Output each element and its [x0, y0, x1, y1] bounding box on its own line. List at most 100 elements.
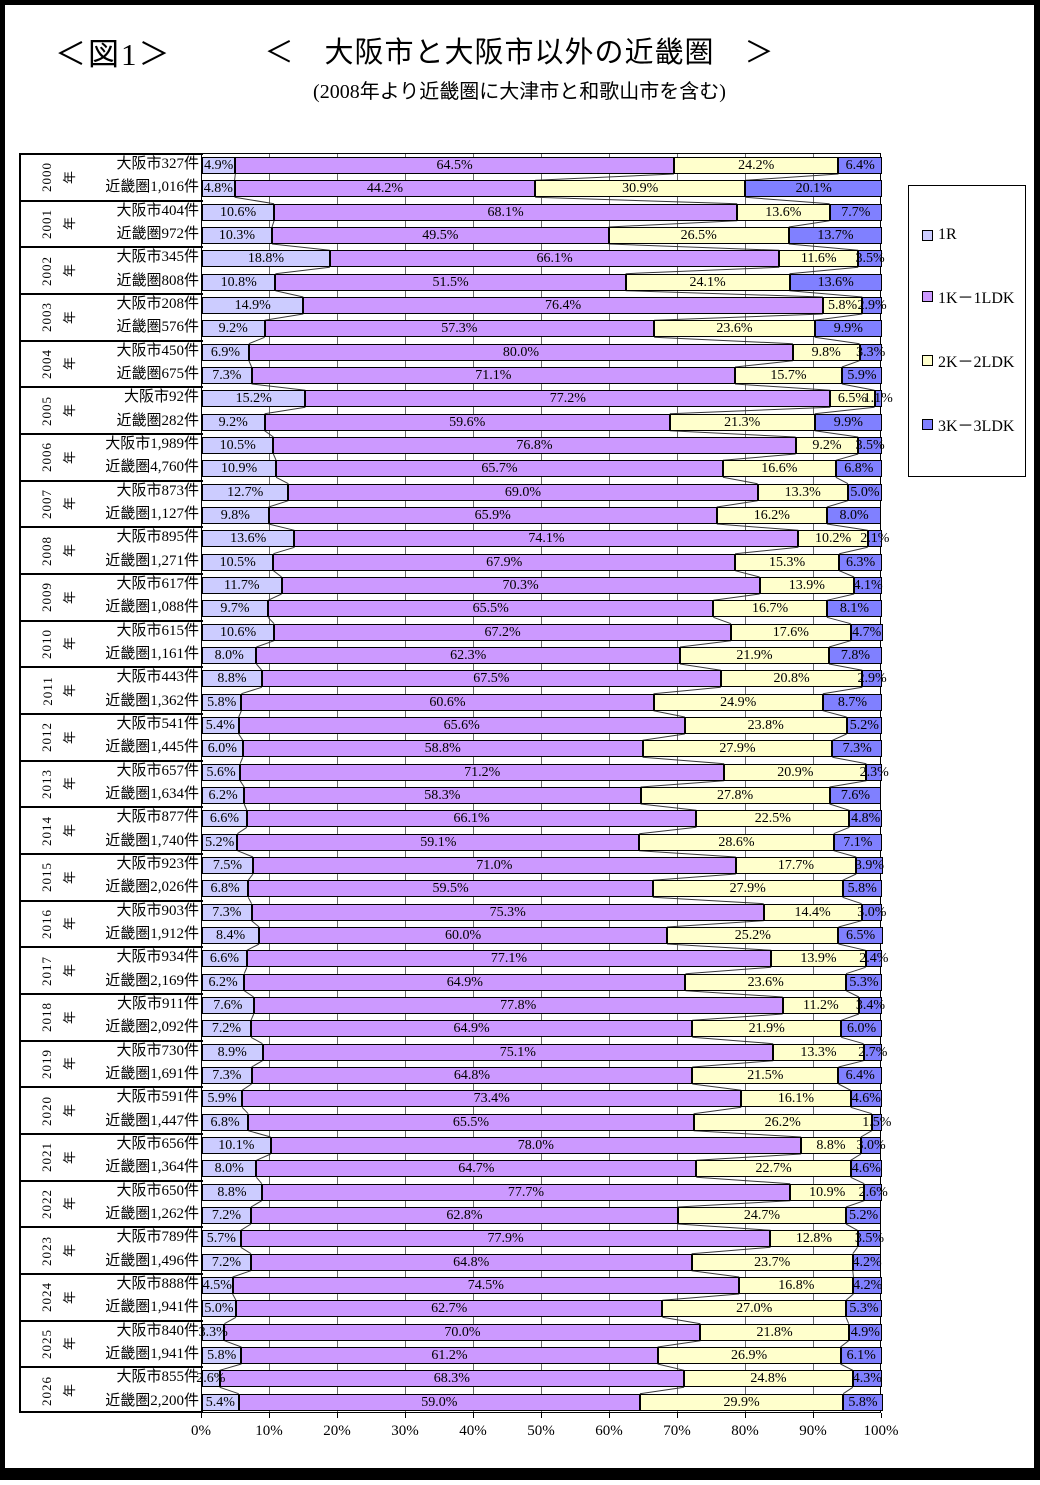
bar-segment-2K－2LDK	[535, 180, 746, 198]
bar-segment-2K－2LDK	[741, 1090, 851, 1108]
bar-segment-3K－3LDK	[871, 1113, 882, 1131]
row-label: 近畿圏1,016件	[105, 179, 199, 196]
year-cell: 2012 年	[21, 715, 87, 760]
year-unit-label: 年	[62, 730, 78, 744]
bar-segment-1K－1LDK	[232, 1277, 740, 1294]
bar-segment-value: 11.7%	[223, 578, 260, 593]
bar-segment-value: 9.7%	[220, 601, 250, 617]
bar-segment-value: 13.6%	[230, 531, 267, 547]
bar-segment-2K－2LDK	[692, 1020, 842, 1038]
gridline	[745, 154, 746, 1412]
year-unit-label: 年	[62, 824, 78, 838]
bar-segment-1R	[202, 1137, 271, 1154]
row-label: 近畿圏1,445件	[105, 739, 199, 756]
bar-segment-value: 6.4%	[845, 1068, 875, 1083]
bar-segment-value: 10.5%	[219, 438, 256, 453]
year-cell: 2016 年	[21, 902, 87, 947]
bar-segment-1R	[202, 250, 330, 268]
year-label: 2010	[39, 628, 55, 659]
bar-segment-3K－3LDK	[843, 1393, 883, 1411]
bar-segment-value: 66.1%	[453, 811, 490, 827]
bar-segment-value: 74.5%	[467, 1278, 504, 1293]
bar-segment-value: 62.3%	[450, 648, 487, 663]
bar-segment-value: 10.8%	[220, 274, 257, 290]
bar-segment-2K－2LDK	[770, 1230, 858, 1248]
bar-segment-2K－2LDK	[720, 670, 863, 688]
bar-segment-3K－3LDK	[863, 1043, 882, 1061]
year-cell: 2019 年	[21, 1042, 87, 1087]
bar-segment-value: 6.4%	[845, 158, 875, 173]
bar-segment-value: 10.9%	[809, 1184, 846, 1200]
bar-segment-1R	[202, 157, 236, 174]
bar-segment-value: 62.7%	[431, 1301, 468, 1317]
year-group: 2014 年 大阪市877件 近畿圏1,740件	[21, 806, 203, 853]
bar-segment-2K－2LDK	[684, 1370, 853, 1388]
bar-segment-value: 11.6%	[800, 251, 837, 267]
bar-segment-3K－3LDK	[789, 273, 882, 291]
bar-segment-value: 3.5%	[855, 251, 885, 267]
year-cell: 2000 年	[21, 155, 87, 200]
bar-segment-value: 6.0%	[207, 741, 237, 757]
bar-segment-3K－3LDK	[867, 530, 882, 548]
year-group: 2019 年 大阪市730件 近畿圏1,691件	[21, 1039, 203, 1087]
year-unit-label: 年	[62, 637, 78, 651]
bar-segment-value: 22.7%	[755, 1161, 792, 1177]
bar-segment-3K－3LDK	[745, 180, 882, 198]
year-group: 2017 年 大阪市934件 近畿圏2,169件	[21, 946, 203, 993]
bar-segment-3K－3LDK	[858, 437, 882, 454]
bar-segment-3K－3LDK	[849, 810, 882, 828]
bar-segment-2K－2LDK	[684, 717, 847, 734]
bar-segment-1K－1LDK	[275, 273, 626, 291]
bar-segment-value: 8.7%	[837, 694, 867, 710]
bar-segment-value: 16.6%	[761, 461, 798, 477]
year-label: 2009	[39, 582, 55, 613]
bar-segment-value: 26.2%	[764, 1114, 801, 1130]
year-group: 2003 年 大阪市208件 近畿圏576件	[21, 293, 203, 340]
bar-segment-3K－3LDK	[814, 413, 882, 431]
bar-segment-value: 8.8%	[217, 1184, 247, 1200]
bar-segment-value: 64.9%	[453, 1021, 490, 1037]
bar-segment-2K－2LDK	[735, 367, 842, 384]
bar-segment-3K－3LDK	[852, 1253, 882, 1271]
bar-segment-value: 64.5%	[436, 158, 473, 173]
row-label: 大阪市92件	[123, 389, 199, 406]
bar-segment-value: 73.4%	[473, 1091, 510, 1107]
row-label: 大阪市888件	[116, 1276, 199, 1292]
bar-segment-1K－1LDK	[261, 670, 721, 688]
bar-segment-1K－1LDK	[248, 1113, 694, 1131]
bar-segment-value: 57.3%	[441, 321, 478, 337]
row-label: 近畿圏1,740件	[105, 832, 199, 849]
bar-segment-1R	[202, 647, 257, 664]
bar-segment-3K－3LDK	[832, 740, 882, 758]
row-label: 大阪市443件	[116, 669, 199, 686]
bar-segment-1K－1LDK	[276, 460, 723, 478]
bar-segment-2K－2LDK	[722, 460, 836, 478]
year-unit-label: 年	[62, 870, 78, 884]
bar-segment-2K－2LDK	[696, 810, 850, 828]
legend-swatch-icon	[922, 290, 933, 302]
year-label: 2018	[39, 1002, 55, 1033]
bar-segment-1R	[202, 483, 289, 501]
bar-segment-value: 5.0%	[850, 484, 880, 500]
gridline	[813, 154, 814, 1412]
year-label: 2020	[39, 1095, 55, 1126]
row-label: 大阪市656件	[116, 1136, 199, 1152]
bar-segment-2K－2LDK	[731, 623, 851, 641]
bar-segment-1K－1LDK	[246, 810, 697, 828]
bar-segment-1K－1LDK	[270, 1137, 802, 1154]
bar-segment-value: 2.3%	[859, 764, 889, 780]
year-cell: 2023 年	[21, 1228, 87, 1273]
year-cell: 2001 年	[21, 202, 87, 247]
bar-segment-1R	[202, 180, 235, 198]
bar-segment-value: 5.9%	[847, 368, 877, 383]
bar-segment-value: 67.5%	[473, 671, 510, 687]
year-group: 2010 年 大阪市615件 近畿圏1,161件	[21, 619, 203, 667]
bar-segment-value: 16.7%	[752, 601, 789, 617]
bar-segment-2K－2LDK	[771, 950, 866, 968]
legend-item: 3K－3LDK	[909, 412, 1025, 436]
chart-title: ＜ 大阪市と大阪市以外の近畿圏 ＞	[264, 37, 775, 69]
bar-segment-2K－2LDK	[608, 227, 789, 244]
bar-segment-value: 24.7%	[743, 1208, 781, 1223]
bar-segment-value: 5.4%	[205, 1394, 235, 1410]
bar-segment-value: 49.5%	[422, 228, 459, 243]
